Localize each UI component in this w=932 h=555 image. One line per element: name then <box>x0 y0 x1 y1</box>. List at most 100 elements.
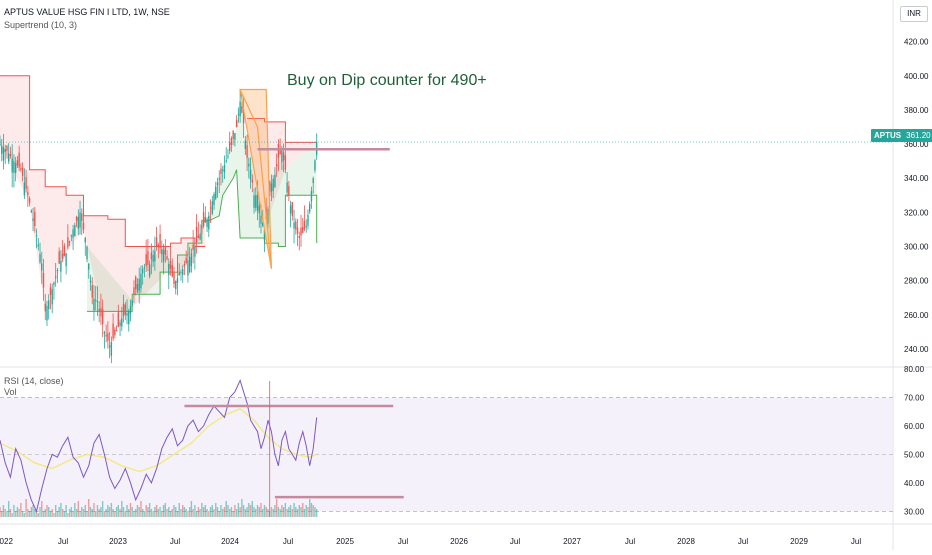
time-tick-label: 2022 <box>0 537 13 546</box>
candle-body <box>53 282 55 285</box>
volume-bar <box>244 509 247 517</box>
candle-body <box>248 163 250 167</box>
volume-bar <box>48 507 50 517</box>
price-tick-label: 420.00 <box>904 38 929 47</box>
volume-bar <box>176 511 179 517</box>
volume-bar <box>6 511 8 517</box>
volume-bars <box>0 499 318 517</box>
price-tick-label: 320.00 <box>904 208 929 217</box>
volume-bar <box>182 505 184 517</box>
volume-bar <box>208 511 210 517</box>
candle-body <box>91 285 93 298</box>
rsi-panel-title: RSI (14, close) <box>4 376 64 386</box>
volume-bar <box>49 511 52 517</box>
candle-body <box>244 140 247 149</box>
candle-body <box>51 289 53 305</box>
volume-bar <box>4 509 6 517</box>
candle-body <box>209 207 212 209</box>
candle-body <box>140 273 142 289</box>
candle-body <box>30 210 33 213</box>
candle-body <box>157 244 160 248</box>
volume-bar <box>232 511 234 517</box>
volume-bar <box>141 509 144 517</box>
candle-body <box>258 205 260 214</box>
candle-body <box>141 268 144 274</box>
candle-body <box>0 144 1 146</box>
supertrend-down-line <box>0 75 206 247</box>
volume-bar <box>157 509 160 517</box>
candle-body <box>253 195 255 208</box>
candle-body <box>166 255 168 260</box>
price-tick-label: 300.00 <box>904 243 929 252</box>
candle-body <box>195 227 198 243</box>
candle-body <box>282 152 285 161</box>
candle-body <box>295 221 297 230</box>
candle-body <box>241 106 243 113</box>
volume-bar <box>199 509 201 517</box>
candle-body <box>310 191 313 202</box>
volume-bar <box>34 509 36 517</box>
candle-body <box>21 167 24 177</box>
volume-bar <box>150 509 153 517</box>
volume-bar <box>46 505 48 517</box>
volume-bar <box>267 509 269 517</box>
candle-body <box>275 164 278 167</box>
candle-body <box>272 179 274 191</box>
currency-button[interactable]: INR <box>900 6 928 22</box>
volume-bar <box>315 509 318 517</box>
candle-body <box>150 252 153 260</box>
rsi-tick-label: 30.00 <box>904 507 925 516</box>
rsi-ma-line <box>0 407 317 473</box>
volume-bar <box>314 507 316 517</box>
candle-body <box>232 131 234 139</box>
volume-bar <box>18 509 20 517</box>
candle-body <box>192 244 194 250</box>
candle-body <box>180 272 182 274</box>
candle-body <box>202 212 205 227</box>
volume-bar <box>209 507 212 517</box>
candle-body <box>18 152 20 168</box>
volume-bar <box>305 505 307 517</box>
candle-body <box>48 300 50 310</box>
candle-body <box>307 214 309 226</box>
candle-body <box>56 269 59 271</box>
candle-body <box>194 246 196 257</box>
candle-body <box>204 217 207 223</box>
volume-bar <box>251 501 253 517</box>
volume-bar <box>286 509 288 517</box>
volume-bar <box>37 513 39 517</box>
volume-bar <box>307 507 309 517</box>
candle-body <box>176 278 179 283</box>
candle-body <box>1 145 3 154</box>
supertrend-up-fill <box>87 101 317 312</box>
candle-body <box>58 251 60 264</box>
volume-bar <box>74 503 76 517</box>
candle-body <box>288 186 290 196</box>
candle-body <box>314 160 316 171</box>
candle-body <box>312 178 314 184</box>
volume-bar <box>187 511 189 517</box>
volume-bar <box>190 501 193 517</box>
candle-body <box>188 256 191 272</box>
volume-bar <box>258 507 260 517</box>
candle-body <box>35 235 38 237</box>
rsi-line <box>0 378 318 513</box>
volume-bar <box>100 507 102 517</box>
volume-bar <box>246 507 248 517</box>
volume-bar <box>227 505 229 517</box>
candle-body <box>225 160 227 162</box>
candle-body <box>223 164 226 173</box>
candle-body <box>164 247 166 255</box>
volume-bar <box>284 503 287 517</box>
candle-body <box>145 254 147 267</box>
volume-bar <box>225 501 227 517</box>
candle-body <box>279 149 281 155</box>
candle-body <box>159 234 161 249</box>
supertrend-down-fill <box>0 75 206 342</box>
volume-bar <box>70 507 73 517</box>
supertrend-late-line <box>247 118 317 143</box>
volume-bar <box>166 509 168 517</box>
volume-bar <box>171 509 173 517</box>
candle-body <box>260 215 262 224</box>
